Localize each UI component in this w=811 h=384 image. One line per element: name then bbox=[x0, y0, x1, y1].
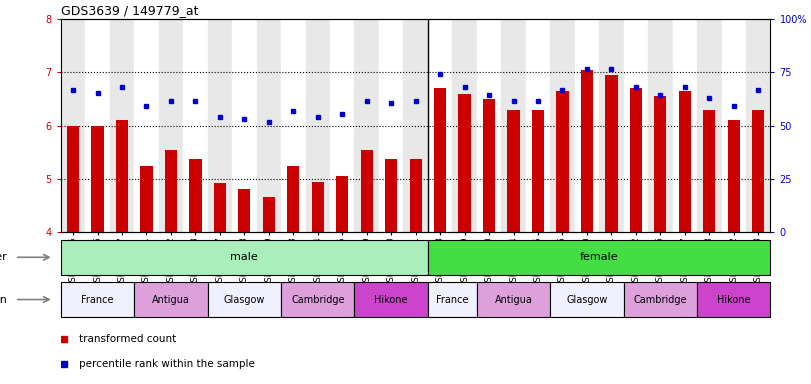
Bar bbox=[581, 70, 593, 232]
Bar bbox=[526, 19, 550, 232]
Bar bbox=[135, 19, 159, 232]
Bar bbox=[624, 19, 648, 232]
Text: female: female bbox=[580, 252, 619, 262]
Bar bbox=[165, 150, 177, 232]
Bar bbox=[116, 121, 128, 232]
Text: Cambridge: Cambridge bbox=[291, 295, 345, 305]
Text: Hikone: Hikone bbox=[717, 295, 750, 305]
Bar bbox=[354, 282, 428, 317]
Bar bbox=[575, 19, 599, 232]
Bar bbox=[140, 166, 152, 232]
Text: GDS3639 / 149779_at: GDS3639 / 149779_at bbox=[61, 3, 199, 17]
Bar bbox=[287, 166, 299, 232]
Text: percentile rank within the sample: percentile rank within the sample bbox=[79, 359, 255, 369]
Bar bbox=[453, 19, 477, 232]
Bar bbox=[752, 110, 764, 232]
Text: Hikone: Hikone bbox=[375, 295, 408, 305]
Bar bbox=[434, 88, 446, 232]
Bar bbox=[214, 183, 226, 232]
Bar bbox=[61, 19, 85, 232]
Bar bbox=[189, 159, 201, 232]
Bar bbox=[746, 19, 770, 232]
Text: strain: strain bbox=[0, 295, 7, 305]
Bar bbox=[403, 19, 428, 232]
Bar bbox=[183, 19, 208, 232]
Bar bbox=[311, 182, 324, 232]
Bar bbox=[306, 19, 330, 232]
Bar bbox=[281, 282, 354, 317]
Bar bbox=[410, 159, 422, 232]
Text: Antigua: Antigua bbox=[152, 295, 190, 305]
Bar bbox=[135, 282, 208, 317]
Text: transformed count: transformed count bbox=[79, 334, 176, 344]
Bar bbox=[208, 19, 232, 232]
Bar bbox=[624, 282, 697, 317]
Bar bbox=[477, 282, 550, 317]
Text: Glasgow: Glasgow bbox=[566, 295, 607, 305]
Bar bbox=[654, 96, 667, 232]
Bar bbox=[501, 19, 526, 232]
Bar bbox=[85, 19, 109, 232]
Bar bbox=[605, 75, 617, 232]
Bar bbox=[61, 282, 135, 317]
Bar bbox=[256, 19, 281, 232]
Bar bbox=[556, 91, 569, 232]
Bar bbox=[428, 240, 770, 275]
Bar bbox=[109, 19, 135, 232]
Text: Cambridge: Cambridge bbox=[633, 295, 687, 305]
Bar bbox=[477, 19, 501, 232]
Bar bbox=[599, 19, 624, 232]
Bar bbox=[550, 282, 624, 317]
Text: Antigua: Antigua bbox=[495, 295, 533, 305]
Bar bbox=[532, 110, 544, 232]
Bar bbox=[281, 19, 306, 232]
Bar bbox=[379, 19, 403, 232]
Bar bbox=[428, 282, 477, 317]
Bar bbox=[727, 121, 740, 232]
Bar bbox=[232, 19, 256, 232]
Bar bbox=[648, 19, 672, 232]
Bar bbox=[61, 240, 428, 275]
Bar bbox=[67, 126, 79, 232]
Bar bbox=[679, 91, 691, 232]
Text: France: France bbox=[81, 295, 114, 305]
Text: male: male bbox=[230, 252, 258, 262]
Bar bbox=[508, 110, 520, 232]
Bar bbox=[672, 19, 697, 232]
Bar bbox=[697, 282, 770, 317]
Bar bbox=[208, 282, 281, 317]
Bar bbox=[361, 150, 373, 232]
Bar bbox=[336, 176, 349, 232]
Bar bbox=[354, 19, 379, 232]
Text: Glasgow: Glasgow bbox=[224, 295, 265, 305]
Bar bbox=[428, 19, 453, 232]
Bar bbox=[159, 19, 183, 232]
Bar bbox=[458, 94, 470, 232]
Text: gender: gender bbox=[0, 252, 7, 262]
Bar bbox=[483, 99, 496, 232]
Bar bbox=[703, 110, 715, 232]
Bar bbox=[330, 19, 354, 232]
Bar bbox=[385, 159, 397, 232]
Bar bbox=[263, 197, 275, 232]
Bar bbox=[92, 126, 104, 232]
Text: France: France bbox=[436, 295, 469, 305]
Bar bbox=[238, 189, 251, 232]
Bar bbox=[630, 88, 642, 232]
Bar bbox=[722, 19, 746, 232]
Bar bbox=[550, 19, 575, 232]
Bar bbox=[697, 19, 722, 232]
